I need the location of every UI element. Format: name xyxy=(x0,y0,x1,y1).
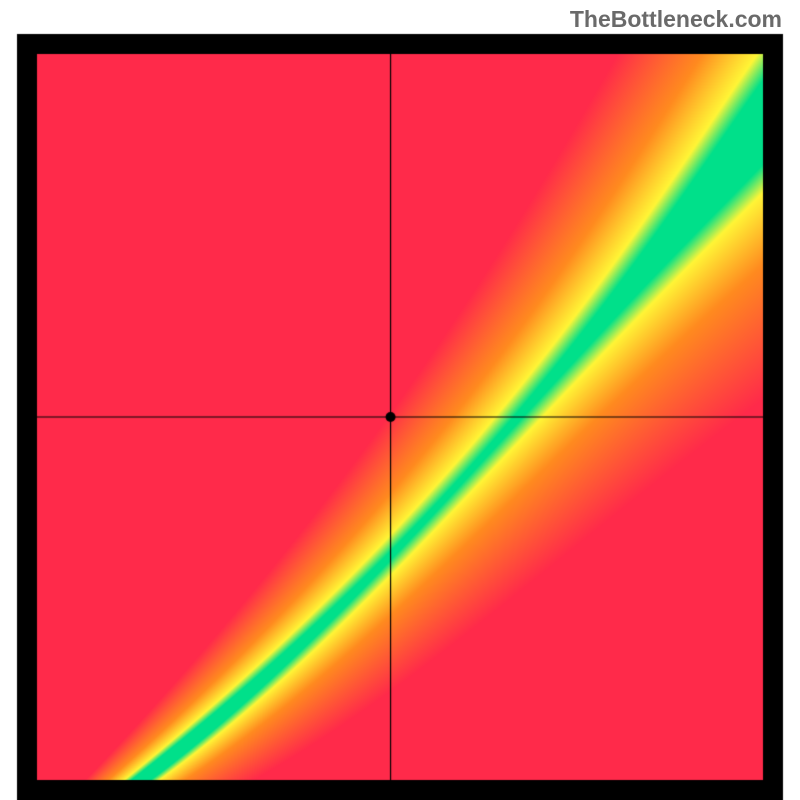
attribution-text: TheBottleneck.com xyxy=(570,6,782,33)
bottleneck-heatmap xyxy=(0,0,800,800)
chart-container: TheBottleneck.com xyxy=(0,0,800,800)
